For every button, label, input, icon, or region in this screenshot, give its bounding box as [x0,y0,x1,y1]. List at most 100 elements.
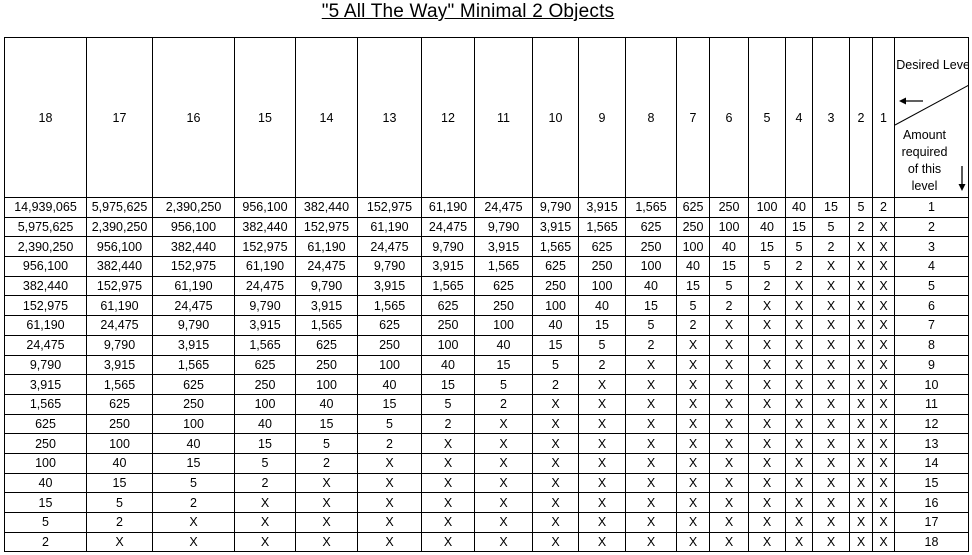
amount-cell: 625 [578,236,626,258]
amount-cell: 100 [709,216,749,238]
amount-cell: X [785,374,813,395]
amount-cell: 3,915 [578,197,626,218]
amount-cell: X [234,492,296,513]
amount-cell: 100 [748,197,786,218]
row-level-cell: 17 [894,512,969,533]
amount-cell: X [872,236,895,258]
amount-cell: X [357,452,422,474]
table-row: 625 250 100 40 15 5 2 X X X X X X X X X X X 12 [4,413,969,435]
amount-cell: 40 [421,354,475,376]
amount-cell: 15 [474,354,533,376]
amount-cell: 1,565 [4,393,87,415]
amount-cell: X [748,393,786,415]
amount-cell: X [578,472,626,494]
amount-cell: X [532,472,579,494]
amount-cell: 2 [676,315,710,336]
amount-cell: 100 [532,295,579,317]
amount-cell: 250 [625,236,677,258]
amount-cell: X [872,354,895,376]
amount-cell: X [872,334,895,356]
amount-cell: X [812,275,850,297]
row-level-cell: 7 [894,315,969,336]
header-level-14: 14 [295,37,358,198]
amount-cell: 625 [532,256,579,277]
amount-cell: 40 [532,315,579,336]
amount-cell: X [849,512,873,533]
amount-cell: 625 [676,197,710,218]
table-row: 382,440 152,975 61,190 24,475 9,790 3,915 1,56… [4,275,969,297]
amount-cell: X [785,512,813,533]
amount-cell: X [295,492,358,513]
amount-cell: X [625,354,677,376]
amount-cell: 152,975 [4,295,87,317]
amount-cell: 9,790 [152,315,235,336]
document-title: "5 All The Way" Minimal 2 Objects [321,1,615,22]
amount-cell: X [578,393,626,415]
amount-cell: X [785,452,813,474]
amount-cell: 100 [86,433,153,454]
amount-cell: 61,190 [421,197,475,218]
amount-cell: X [421,433,475,454]
amount-cell: X [421,531,475,553]
amount-cell: 250 [421,315,475,336]
amount-cell: 152,975 [357,197,422,218]
amount-cell: X [625,512,677,533]
amount-cell: X [872,452,895,474]
amount-cell: X [849,275,873,297]
table-row: 40 15 5 2 X X X X X X X X X X X X X X 15 [4,472,969,494]
amount-cell: X [625,531,677,553]
amount-cell: X [532,512,579,533]
amount-cell: X [812,512,850,533]
amount-cell: 5 [812,216,850,238]
amount-cell: 24,475 [234,275,296,297]
amount-cell: X [849,374,873,395]
amount-cell: 2,390,250 [4,236,87,258]
amount-cell: 1,565 [578,216,626,238]
amount-cell: 40 [295,393,358,415]
amount-cell: 1,565 [625,197,677,218]
table-row: 152,975 61,190 24,475 9,790 3,915 1,565 625 250… [4,295,969,317]
amount-cell: 250 [86,413,153,435]
amount-cell: X [578,433,626,454]
amount-cell: X [812,315,850,336]
amount-cell: X [357,531,422,553]
amount-cell: 14,939,065 [4,197,87,218]
amount-cell: 5 [357,413,422,435]
amount-cell: 250 [578,256,626,277]
amount-cell: X [785,275,813,297]
header-level-5: 5 [748,37,786,198]
amount-cell: 61,190 [152,275,235,297]
amount-cell: 24,475 [4,334,87,356]
amount-cell: X [748,354,786,376]
amount-cell: X [872,374,895,395]
table-row: 1,565 625 250 100 40 15 5 2 X X X X X X X X X X 11 [4,393,969,415]
amount-cell: X [748,315,786,336]
amount-cell: 625 [295,334,358,356]
header-level-2: 2 [849,37,873,198]
row-level-cell: 3 [894,236,969,258]
amount-cell: X [872,393,895,415]
amount-cell: X [578,374,626,395]
amount-cell: 9,790 [532,197,579,218]
corner-desired-level-label: Desired Level [896,58,969,72]
amount-cell: X [676,492,710,513]
table-row: 14,939,065 5,975,625 2,390,250 956,100 382,4… [4,197,969,218]
amount-cell: X [578,531,626,553]
amount-cell: 5,975,625 [86,197,153,218]
amount-cell: X [872,512,895,533]
amount-cell: X [421,492,475,513]
amount-cell: X [676,512,710,533]
amount-cell: X [532,393,579,415]
amount-cell: X [676,433,710,454]
amount-cell: 24,475 [474,197,533,218]
amount-cell: X [872,472,895,494]
row-level-cell: 5 [894,275,969,297]
amount-cell: 40 [625,275,677,297]
table-row: 2 X X X X X X X X X X X X X X X X X 18 [4,531,969,553]
amount-cell: X [748,472,786,494]
amount-cell: 15 [152,452,235,474]
amount-cell: X [474,512,533,533]
header-level-3: 3 [812,37,850,198]
row-level-cell: 1 [894,197,969,218]
amount-cell: 40 [4,472,87,494]
